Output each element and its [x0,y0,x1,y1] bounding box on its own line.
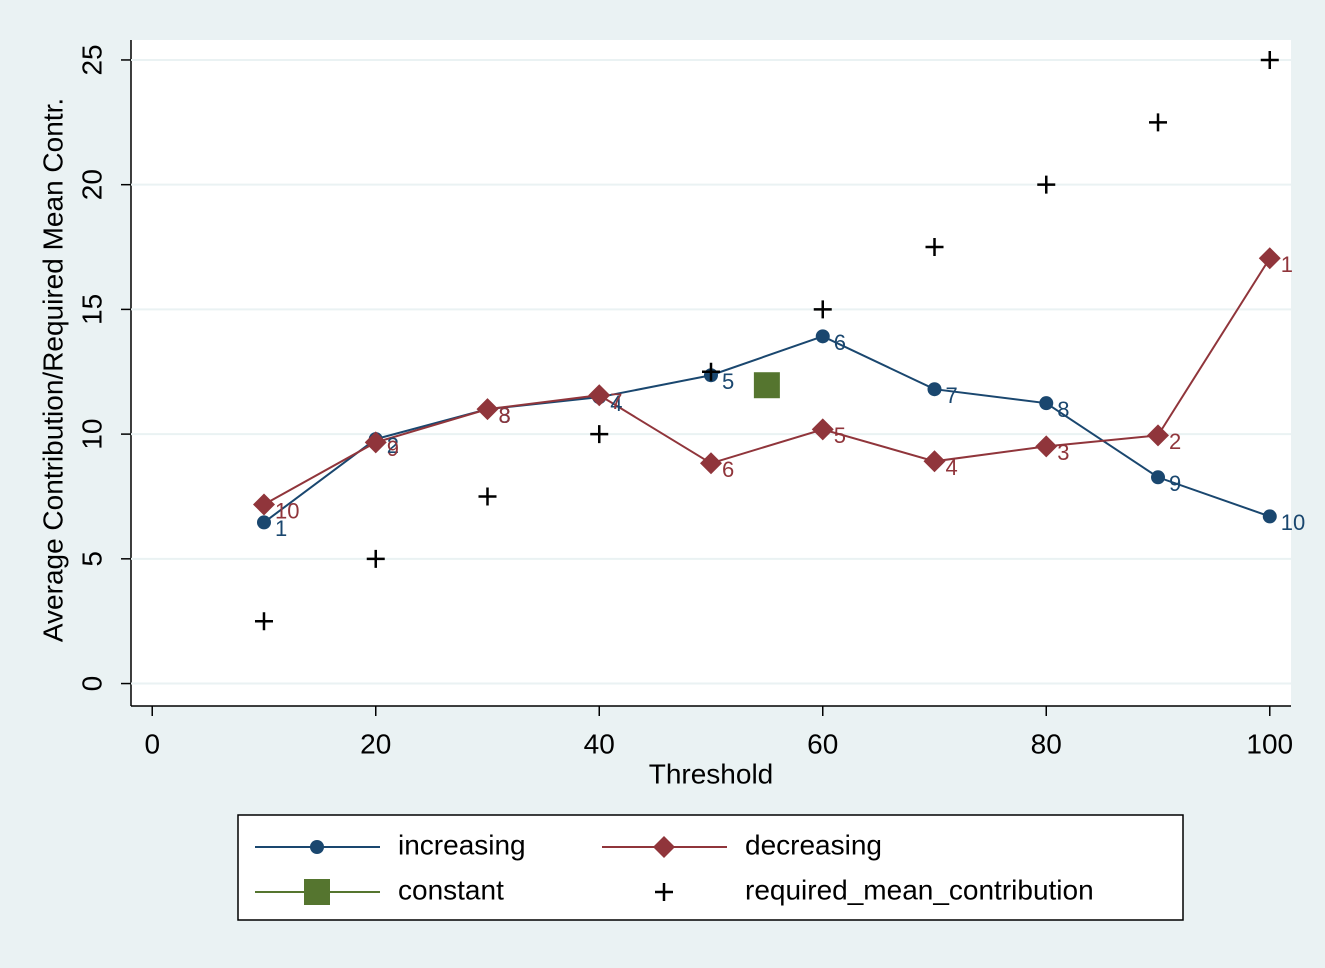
legend-marker [310,840,324,854]
x-tick-label: 100 [1246,728,1293,759]
x-tick-label: 40 [584,728,615,759]
series-line [263,257,1271,506]
point-label: 4 [610,391,622,416]
data-point [1258,247,1281,270]
legend-label: constant [398,874,504,905]
data-point [1260,50,1279,69]
data-point [753,372,780,399]
point-label: 8 [1057,397,1069,422]
point-label: 6 [834,330,846,355]
x-tick-label: 80 [1031,728,1062,759]
data-point [1035,435,1058,458]
point-label: 3 [498,403,510,428]
data-point [1262,509,1277,524]
legend-label: increasing [398,829,526,860]
data-point [254,612,273,631]
data-point [927,382,942,397]
point-label: 3 [1057,440,1069,465]
data-point [478,487,497,506]
data-point [366,549,385,568]
point-label: 5 [834,423,846,448]
point-label: 8 [498,403,510,428]
data-point [923,450,946,473]
legend-marker [304,879,330,905]
data-point [1149,113,1168,132]
data-point [925,238,944,257]
point-label: 2 [387,433,399,458]
y-tick-label: 10 [76,419,107,450]
point-label: 1 [1281,252,1293,277]
data-point [1037,175,1056,194]
point-label: 6 [722,457,734,482]
data-point [256,515,271,530]
data-point [702,362,720,381]
legend-label: decreasing [745,829,882,860]
legend-marker [653,836,675,858]
y-axis-title: Average Contribution/Required Mean Contr… [37,98,68,642]
point-label: 5 [722,369,734,394]
y-tick-label: 25 [76,44,107,75]
data-point [364,431,387,454]
x-tick-label: 0 [144,728,160,759]
point-label: 2 [1169,429,1181,454]
x-tick-label: 20 [360,728,391,759]
data-point [1039,396,1054,411]
point-label: 10 [275,498,299,523]
y-tick-label: 5 [76,551,107,567]
data-point [700,452,722,475]
point-label: 7 [946,383,958,408]
point-label: 7 [610,389,622,414]
x-tick-label: 60 [807,728,838,759]
y-tick-label: 0 [76,676,107,692]
y-tick-label: 15 [76,294,107,325]
point-label: 9 [387,436,399,461]
point-label: 10 [1281,510,1305,535]
data-point [1147,424,1170,447]
data-point [815,329,830,344]
y-tick-label: 20 [76,169,107,200]
legend-marker [655,883,673,901]
point-label: 4 [946,455,958,480]
data-point [813,300,832,319]
data-point [811,418,834,441]
data-point [588,384,611,407]
data-point [1151,470,1166,485]
point-label: 9 [1169,471,1181,496]
data-point [476,398,499,421]
point-label: 1 [275,516,287,541]
data-point [590,425,609,444]
data-point [252,493,275,516]
x-axis-title: Threshold [649,758,774,789]
legend [237,814,1184,921]
legend-label: required_mean_contribution [745,874,1094,905]
